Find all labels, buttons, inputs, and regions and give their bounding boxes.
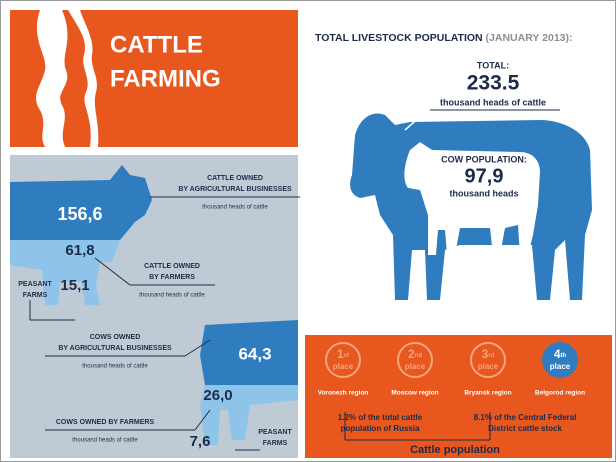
footer: Cattle population xyxy=(410,444,500,456)
place-rank: 4th xyxy=(554,347,567,361)
cows-label: COW POPULATION: xyxy=(441,154,527,164)
label: COWS OWNED BY FARMERS xyxy=(56,419,155,426)
cow-body xyxy=(200,320,298,385)
region: Belgorod region xyxy=(535,390,585,397)
region: Bryansk region xyxy=(464,390,511,397)
place-badge xyxy=(325,342,361,378)
note: District cattle stock xyxy=(488,424,562,433)
note: 8.1% of the Central Federal xyxy=(474,413,577,422)
unit: thousand heads of cattle xyxy=(72,438,138,444)
total-unit: thousand heads of cattle xyxy=(440,97,546,107)
header-title: FARMING xyxy=(110,65,221,92)
label: FARMS xyxy=(23,292,48,299)
label: PEASANT xyxy=(258,429,292,436)
value: 26,0 xyxy=(203,387,232,404)
unit: thousand heads of cattle xyxy=(82,364,148,370)
value: 64,3 xyxy=(238,344,271,363)
label: BY AGRICULTURAL BUSINESSES xyxy=(58,345,172,352)
pointer xyxy=(404,107,431,131)
note: population of Russia xyxy=(340,424,420,433)
place-suffix: nd xyxy=(415,353,423,359)
label: BY FARMERS xyxy=(149,274,195,281)
label: FARMS xyxy=(263,440,288,447)
label: CATTLE OWNED xyxy=(144,263,200,270)
rule xyxy=(194,409,211,431)
title-main: TOTAL LIVESTOCK POPULATION xyxy=(315,32,483,44)
cow-legs xyxy=(200,385,298,445)
place-rank: 1st xyxy=(337,347,349,361)
label: COWS OWNED xyxy=(90,334,141,341)
place-number: 1 xyxy=(337,347,344,361)
unit: thousand heads of cattle xyxy=(202,205,268,211)
value: 15,1 xyxy=(60,277,89,294)
header-title: CATTLE xyxy=(110,31,203,58)
cattle-body xyxy=(10,165,152,240)
value: 156,6 xyxy=(57,204,102,224)
cows-value: 97,9 xyxy=(465,165,504,187)
place-badge xyxy=(542,342,578,378)
cattle-legs xyxy=(10,240,120,305)
label: CATTLE OWNED xyxy=(207,175,263,182)
label: BY AGRICULTURAL BUSINESSES xyxy=(178,186,292,193)
value: 7,6 xyxy=(190,433,211,450)
unit: thousand heads of cattle xyxy=(139,293,205,299)
region: Voronezh region xyxy=(318,390,369,397)
note: 1.2% of the total cattle xyxy=(338,413,423,422)
place-suffix: th xyxy=(561,353,567,359)
place-suffix: rd xyxy=(488,353,494,359)
place-badge xyxy=(470,342,506,378)
face-silhouette-2 xyxy=(68,10,99,147)
place-word: place xyxy=(333,362,354,371)
place-suffix: st xyxy=(344,353,349,359)
place-word: place xyxy=(550,362,571,371)
place-rank: 3rd xyxy=(482,347,495,361)
total-label: TOTAL: xyxy=(477,60,509,70)
title-date: (JANUARY 2013): xyxy=(486,32,573,44)
place-number: 3 xyxy=(482,347,489,361)
label: PEASANT xyxy=(18,281,52,288)
rule xyxy=(94,257,131,286)
place-word: place xyxy=(478,362,499,371)
face-silhouette xyxy=(36,10,68,147)
rule xyxy=(184,339,211,357)
place-number: 4 xyxy=(554,347,561,361)
right-title: TOTAL LIVESTOCK POPULATION (JANUARY 2013… xyxy=(315,32,573,44)
place-rank: 2nd xyxy=(408,347,422,361)
place-number: 2 xyxy=(408,347,415,361)
value: 61,8 xyxy=(65,242,94,259)
total-value: 233.5 xyxy=(467,72,520,95)
cow-silhouette xyxy=(404,142,540,255)
region: Moscow region xyxy=(391,390,438,397)
cows-unit: thousand heads xyxy=(449,188,518,198)
place-badge xyxy=(397,342,433,378)
place-word: place xyxy=(405,362,426,371)
